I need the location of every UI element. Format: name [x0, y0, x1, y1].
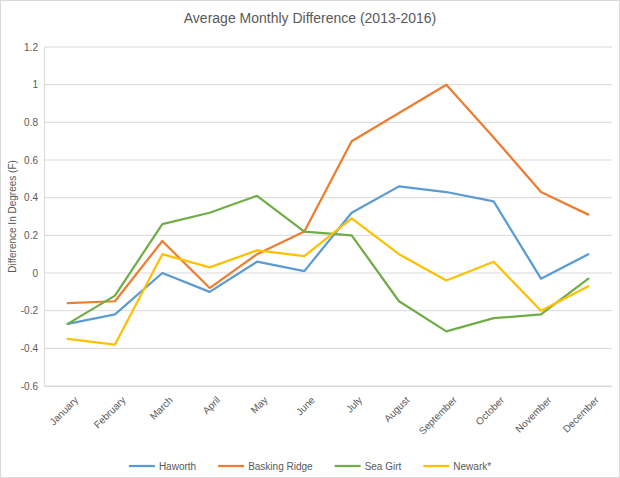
y-tick-label: -0.6 — [21, 381, 39, 392]
series-line — [68, 218, 589, 344]
x-tick: November — [513, 386, 554, 435]
legend-swatch — [423, 465, 449, 467]
x-tick: June — [294, 386, 317, 417]
x-tick: September — [417, 386, 460, 437]
x-tick-label: May — [248, 394, 269, 415]
lines — [68, 85, 589, 345]
chart: -0.6 -0.4 -0.2 0 0.2 0.4 0.6 0.8 1 1.2 January Febr… — [0, 0, 620, 478]
y-axis-title: Difference In Degrees (F) — [7, 160, 18, 273]
x-tick-label: December — [561, 394, 602, 435]
x-tick: August — [382, 386, 412, 424]
x-axis-line — [45, 386, 613, 387]
x-tick-label: February — [92, 394, 128, 430]
grid-line — [44, 310, 612, 311]
legend-item: Haworth — [129, 461, 196, 472]
x-tick: December — [561, 386, 602, 435]
grid-line — [44, 122, 612, 123]
x-tick-label: August — [382, 394, 412, 424]
grid-line — [44, 47, 612, 48]
y-tick-label: 0 — [32, 268, 38, 279]
legend-item: Newark* — [423, 461, 491, 472]
y-tick: -0.6 — [21, 381, 44, 392]
legend-label: Haworth — [159, 461, 196, 472]
y-tick-label: 0.2 — [24, 230, 38, 241]
legend-swatch — [129, 465, 155, 467]
grid-line — [44, 197, 612, 198]
x-axis: January February March April May June July Augu… — [45, 386, 613, 437]
x-tick: October — [473, 386, 506, 427]
plot: -0.6 -0.4 -0.2 0 0.2 0.4 0.6 0.8 1 1.2 January Febr… — [21, 42, 613, 437]
legend-swatch — [218, 465, 244, 467]
x-tick-label: June — [294, 394, 317, 417]
y-tick-label: -0.2 — [21, 305, 39, 316]
legend-label: Newark* — [453, 461, 491, 472]
y-tick-label: -0.4 — [21, 343, 39, 354]
y-tick: -0.2 — [21, 305, 44, 316]
grid-line — [44, 235, 612, 236]
y-tick-label: 0.4 — [24, 192, 38, 203]
chart-border — [1, 1, 620, 478]
y-tick: 1.2 — [24, 42, 44, 53]
grid-line — [44, 84, 612, 85]
x-tick: May — [248, 386, 269, 416]
series-line — [68, 186, 589, 323]
y-tick: 0.8 — [24, 117, 44, 128]
x-tick-label: April — [200, 394, 222, 416]
x-tick-label: November — [513, 394, 554, 435]
x-tick: July — [344, 386, 364, 415]
y-tick-label: 0.8 — [24, 117, 38, 128]
series-line — [68, 85, 589, 303]
y-tick-label: 1.2 — [24, 42, 38, 53]
grid — [44, 47, 612, 386]
y-tick-label: 1 — [32, 79, 38, 90]
legend-swatch — [335, 465, 361, 467]
y-tick: 0.2 — [24, 230, 44, 241]
x-tick: February — [92, 386, 128, 430]
y-axis: -0.6 -0.4 -0.2 0 0.2 0.4 0.6 0.8 1 1.2 — [21, 42, 45, 392]
x-tick-label: September — [417, 394, 460, 437]
legend-item: Basking Ridge — [218, 461, 313, 472]
grid-line — [44, 348, 612, 349]
x-tick-label: July — [344, 394, 364, 414]
grid-line — [44, 160, 612, 161]
y-tick: 0 — [32, 268, 44, 279]
y-tick: 0.4 — [24, 192, 44, 203]
y-axis-line — [44, 48, 45, 387]
series-line — [68, 196, 589, 332]
legend: Haworth Basking Ridge Sea Girt Newark* — [129, 461, 491, 472]
y-tick-label: 0.6 — [24, 155, 38, 166]
legend-label: Basking Ridge — [248, 461, 313, 472]
y-tick: 0.6 — [24, 155, 44, 166]
x-tick-label: October — [473, 394, 506, 427]
x-tick-label: March — [148, 394, 175, 421]
x-tick-label: January — [47, 394, 80, 427]
grid-line — [44, 386, 612, 387]
title: Average Monthly Difference (2013-2016) — [184, 10, 436, 26]
y-tick: -0.4 — [21, 343, 44, 354]
x-tick: April — [200, 386, 222, 416]
x-tick: March — [148, 386, 175, 422]
legend-item: Sea Girt — [335, 461, 402, 472]
y-tick: 1 — [32, 79, 44, 90]
x-tick: January — [47, 386, 80, 427]
legend-label: Sea Girt — [365, 461, 402, 472]
